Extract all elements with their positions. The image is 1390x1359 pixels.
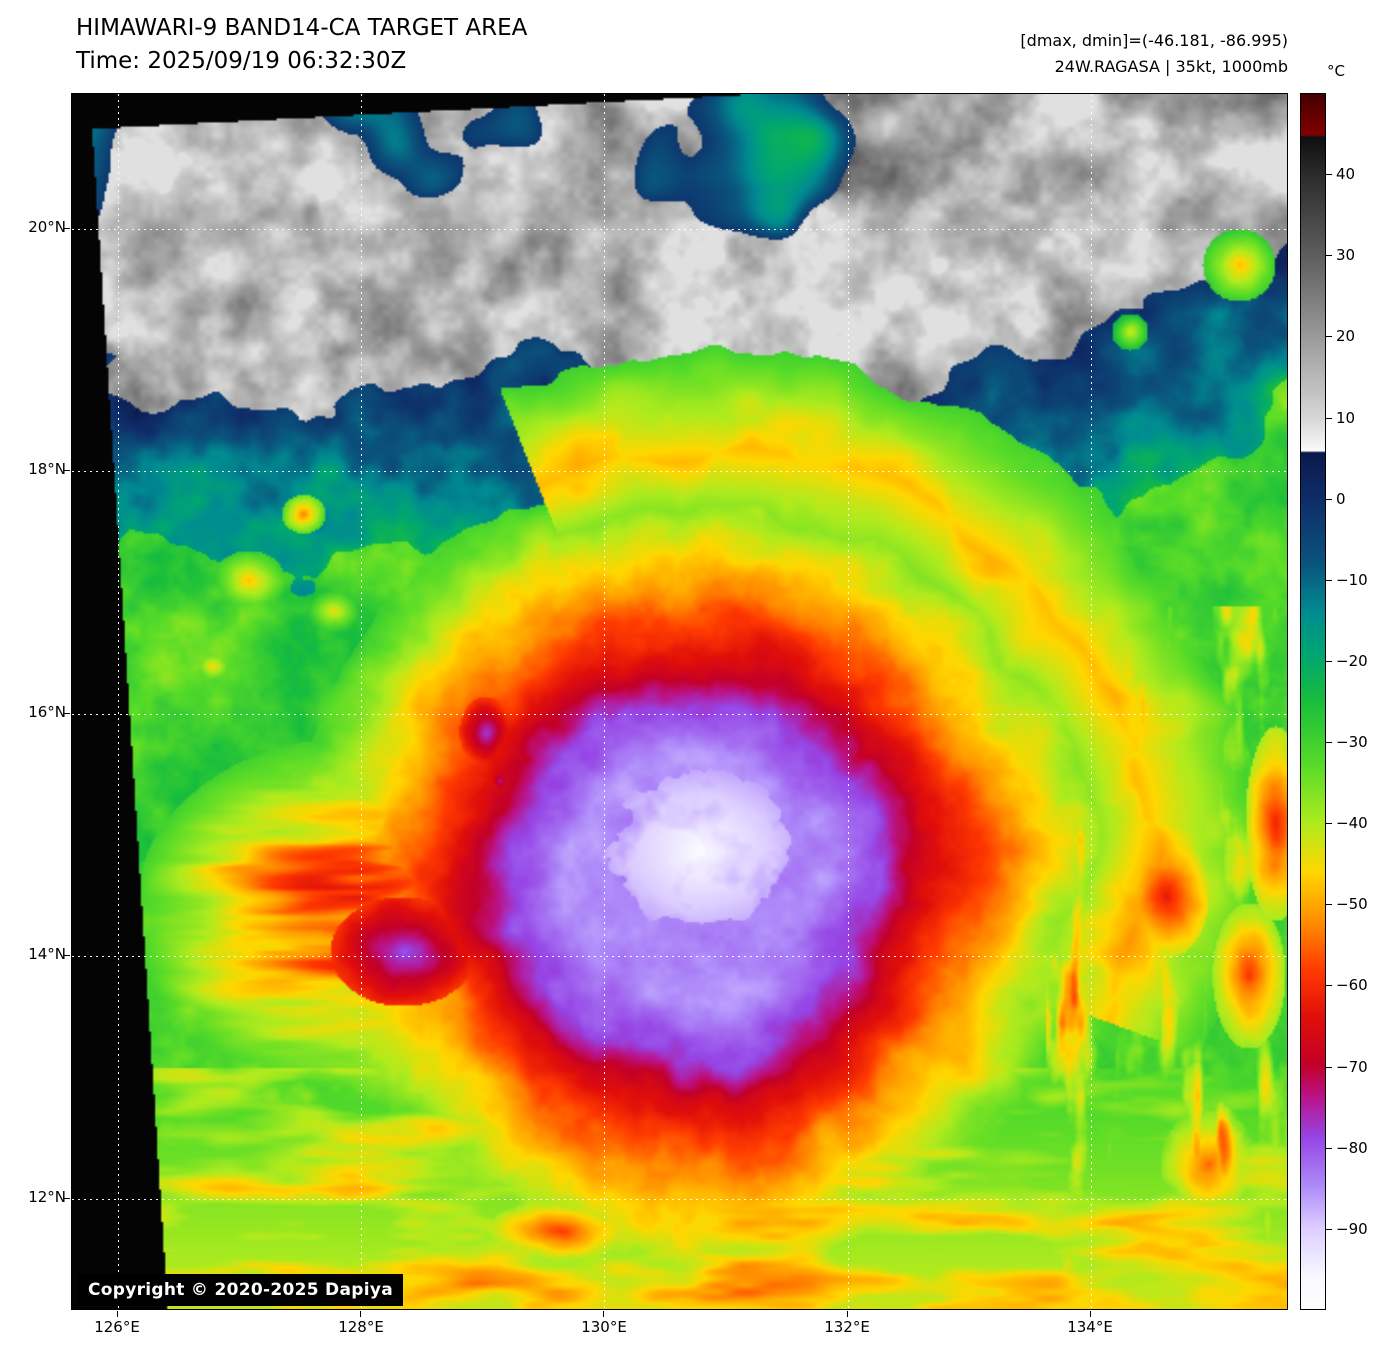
- lat-axis-label: 20°N: [28, 218, 66, 236]
- colorbar-tick: [1326, 1067, 1332, 1068]
- gridline-horizontal: [72, 229, 1287, 230]
- lon-axis-label: 128°E: [338, 1318, 384, 1336]
- timestamp-text: Time: 2025/09/19 06:32:30Z: [76, 48, 407, 75]
- gridline-vertical: [1091, 94, 1092, 1309]
- lat-axis-tick: [64, 470, 70, 471]
- colorbar-tick-label: −40: [1336, 814, 1368, 832]
- page-title: HIMAWARI-9 BAND14-CA TARGET AREA: [76, 15, 528, 41]
- colorbar-tick-label: 20: [1336, 327, 1356, 345]
- colorbar-tick: [1326, 336, 1332, 337]
- lat-axis-tick: [64, 228, 70, 229]
- gridline-vertical: [118, 94, 119, 1309]
- lon-axis-tick: [847, 1311, 848, 1317]
- colorbar-tick: [1326, 985, 1332, 986]
- title-block: HIMAWARI-9 BAND14-CA TARGET AREA Time: 2…: [76, 12, 527, 79]
- dmax-dmin-text: [dmax, dmin]=(-46.181, -86.995): [1020, 31, 1288, 50]
- lat-axis-tick: [64, 713, 70, 714]
- lon-axis-label: 130°E: [581, 1318, 627, 1336]
- colorbar-tick: [1326, 174, 1332, 175]
- plot-area: [71, 93, 1288, 1310]
- lon-axis-tick: [1090, 1311, 1091, 1317]
- gridline-vertical: [361, 94, 362, 1309]
- colorbar-tick-label: −60: [1336, 976, 1368, 994]
- gridline-horizontal: [72, 714, 1287, 715]
- satellite-image-canvas: [72, 94, 1287, 1309]
- lat-axis-label: 14°N: [28, 945, 66, 963]
- colorbar-tick: [1326, 418, 1332, 419]
- lon-axis-label: 132°E: [824, 1318, 870, 1336]
- gridline-vertical: [848, 94, 849, 1309]
- colorbar-tick: [1326, 1229, 1332, 1230]
- colorbar-tick: [1326, 255, 1332, 256]
- gridline-vertical: [604, 94, 605, 1309]
- colorbar-tick-label: 40: [1336, 165, 1356, 183]
- lon-axis-tick: [603, 1311, 604, 1317]
- colorbar-tick: [1326, 499, 1332, 500]
- lat-axis-label: 16°N: [28, 703, 66, 721]
- colorbar-tick-label: −20: [1336, 652, 1368, 670]
- colorbar-tick-label: −50: [1336, 895, 1368, 913]
- colorbar-tick-label: 10: [1336, 409, 1356, 427]
- colorbar-tick-label: −30: [1336, 733, 1368, 751]
- colorbar-tick: [1326, 742, 1332, 743]
- colorbar-tick: [1326, 823, 1332, 824]
- colorbar-tick: [1326, 904, 1332, 905]
- colorbar-tick: [1326, 661, 1332, 662]
- copyright-badge: Copyright © 2020-2025 Dapiya: [78, 1274, 403, 1306]
- gridline-horizontal: [72, 956, 1287, 957]
- colorbar-tick-label: −80: [1336, 1139, 1368, 1157]
- lat-axis-label: 12°N: [28, 1188, 66, 1206]
- lon-axis-tick: [117, 1311, 118, 1317]
- colorbar-tick-label: −90: [1336, 1220, 1368, 1238]
- lon-axis-label: 126°E: [94, 1318, 140, 1336]
- lat-axis-tick: [64, 1198, 70, 1199]
- colorbar-unit-label: °C: [1327, 62, 1345, 80]
- lat-axis-label: 18°N: [28, 460, 66, 478]
- colorbar-tick: [1326, 1148, 1332, 1149]
- storm-info-text: 24W.RAGASA | 35kt, 1000mb: [1054, 56, 1288, 76]
- annotation-block: [dmax, dmin]=(-46.181, -86.995) 24W.RAGA…: [1020, 28, 1288, 79]
- colorbar-tick-label: 30: [1336, 246, 1356, 264]
- gridline-horizontal: [72, 471, 1287, 472]
- lon-axis-label: 134°E: [1067, 1318, 1113, 1336]
- colorbar-tick: [1326, 580, 1332, 581]
- lat-axis-tick: [64, 955, 70, 956]
- colorbar-tick-label: −70: [1336, 1058, 1368, 1076]
- lon-axis-tick: [360, 1311, 361, 1317]
- colorbar-canvas: [1301, 94, 1325, 1309]
- colorbar: [1300, 93, 1326, 1310]
- colorbar-tick-label: 0: [1336, 490, 1346, 508]
- colorbar-tick-label: −10: [1336, 571, 1368, 589]
- gridline-horizontal: [72, 1199, 1287, 1200]
